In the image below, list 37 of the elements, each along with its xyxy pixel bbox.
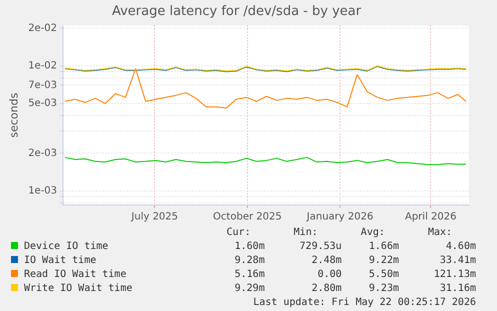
legend-label: Write IO Wait time — [23, 282, 134, 296]
y-tick-label: 1e-02 — [28, 60, 58, 72]
text: 1.66m — [368, 240, 400, 254]
text: Min: — [292, 226, 319, 240]
x-tick-label: January 2026 — [306, 212, 374, 223]
text: 5.16m — [234, 268, 266, 282]
y-tick-label: 1e-03 — [28, 185, 58, 196]
text: Max: — [426, 226, 454, 240]
text: 31.16m — [438, 282, 477, 296]
legend-label: IO Wait time — [23, 254, 98, 268]
x-tick-label: April 2026 — [404, 212, 456, 223]
chart-title: Average latency for /dev/sda - by year — [112, 4, 362, 20]
text: 9.22m — [368, 254, 400, 268]
legend-label: Read IO Wait time — [23, 268, 128, 282]
text: 9.28m — [234, 254, 266, 268]
text: 729.53u — [298, 240, 343, 254]
text: 2.48m — [310, 254, 343, 268]
y-tick-label: 2e-03 — [28, 148, 58, 159]
x-tick-label: October 2025 — [213, 212, 282, 223]
y-tick-label: 5e-03 — [28, 98, 58, 110]
text: 121.13m — [432, 268, 477, 282]
y-axis-title: seconds — [7, 92, 20, 138]
text: 9.29m — [234, 282, 266, 296]
text: 1.60m — [234, 240, 266, 254]
text: 0.00 — [316, 268, 343, 282]
text: Last update: Fri May 22 00:25:17 2026 — [252, 296, 477, 310]
text: 2.80m — [310, 282, 343, 296]
legend-label: Device IO time — [23, 240, 110, 254]
x-tick-label: July 2025 — [130, 212, 178, 223]
text: Cur: — [226, 226, 252, 240]
y-tick-label: 7e-03 — [28, 80, 58, 91]
text: 33.41m — [438, 254, 477, 268]
text: 4.60m — [444, 240, 477, 254]
y-tick-label: 2e-02 — [28, 22, 58, 34]
text: 9.23m — [368, 282, 400, 296]
text: 5.50m — [368, 268, 400, 282]
text: Avg: — [360, 226, 386, 240]
